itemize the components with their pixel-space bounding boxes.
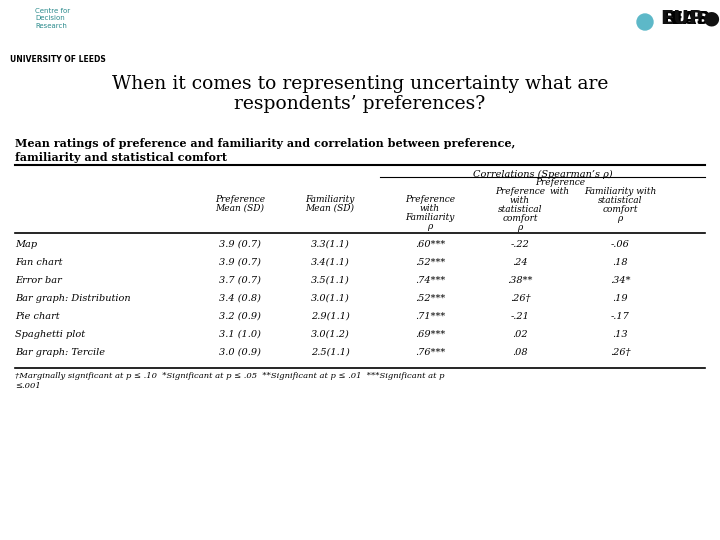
Text: ≤.001: ≤.001 [15, 382, 41, 390]
Text: 3.0 (0.9): 3.0 (0.9) [219, 348, 261, 357]
Text: .24: .24 [512, 258, 528, 267]
Text: Fan chart: Fan chart [15, 258, 63, 267]
Text: 3.1 (1.0): 3.1 (1.0) [219, 330, 261, 339]
Text: Bar graph: Tercile: Bar graph: Tercile [15, 348, 105, 357]
Text: .60***: .60*** [415, 240, 445, 249]
Text: with: with [510, 196, 530, 205]
Text: .13: .13 [612, 330, 628, 339]
Text: with: with [550, 187, 570, 196]
Text: Familiarity with: Familiarity with [584, 187, 656, 196]
Text: .76***: .76*** [415, 348, 445, 357]
Text: Error bar: Error bar [15, 276, 62, 285]
Text: -.21: -.21 [510, 312, 529, 321]
Text: .52***: .52*** [415, 294, 445, 303]
Text: -.22: -.22 [510, 240, 529, 249]
Text: Preference: Preference [215, 195, 265, 204]
Text: EUP●RIAS: EUP●RIAS [660, 8, 720, 27]
Text: Centre for
Decision
Research: Centre for Decision Research [35, 8, 70, 29]
Text: .69***: .69*** [415, 330, 445, 339]
Text: Spaghetti plot: Spaghetti plot [15, 330, 85, 339]
Text: 3.4(1.1): 3.4(1.1) [310, 258, 349, 267]
Text: Familiarity: Familiarity [405, 213, 455, 222]
Text: Bar graph: Distribution: Bar graph: Distribution [15, 294, 130, 303]
Text: .18: .18 [612, 258, 628, 267]
Text: Pie chart: Pie chart [15, 312, 60, 321]
Text: 3.3(1.1): 3.3(1.1) [310, 240, 349, 249]
Text: EUP: EUP [670, 10, 710, 28]
Text: respondents’ preferences?: respondents’ preferences? [235, 95, 485, 113]
Text: 3.0(1.1): 3.0(1.1) [310, 294, 349, 303]
Text: Correlations (Spearman’s ρ): Correlations (Spearman’s ρ) [473, 170, 612, 179]
Text: 3.4 (0.8): 3.4 (0.8) [219, 294, 261, 303]
Text: .74***: .74*** [415, 276, 445, 285]
Text: .02: .02 [512, 330, 528, 339]
Text: -.17: -.17 [611, 312, 629, 321]
Text: .71***: .71*** [415, 312, 445, 321]
Text: 2.9(1.1): 2.9(1.1) [310, 312, 349, 321]
Text: ρ: ρ [518, 223, 523, 232]
Text: Familiarity: Familiarity [305, 195, 355, 204]
Text: .19: .19 [612, 294, 628, 303]
Text: Preference: Preference [495, 187, 545, 196]
Text: Preference: Preference [405, 195, 455, 204]
Text: Preference: Preference [535, 178, 585, 187]
Text: statistical: statistical [498, 205, 542, 214]
Text: 3.7 (0.7): 3.7 (0.7) [219, 276, 261, 285]
Text: Map: Map [15, 240, 37, 249]
Text: RIAS: RIAS [662, 10, 710, 28]
Text: .26†: .26† [510, 294, 530, 303]
Text: .26†: .26† [610, 348, 630, 357]
Text: 2.5(1.1): 2.5(1.1) [310, 348, 349, 357]
Text: ρ: ρ [617, 214, 623, 223]
Text: 3.9 (0.7): 3.9 (0.7) [219, 258, 261, 267]
Text: Mean (SD): Mean (SD) [215, 204, 264, 213]
Text: statistical: statistical [598, 196, 642, 205]
Text: 3.5(1.1): 3.5(1.1) [310, 276, 349, 285]
Text: .52***: .52*** [415, 258, 445, 267]
Text: .34*: .34* [610, 276, 630, 285]
Text: 3.9 (0.7): 3.9 (0.7) [219, 240, 261, 249]
Text: 3.2 (0.9): 3.2 (0.9) [219, 312, 261, 321]
Text: †Marginally significant at p ≤ .10  *Significant at p ≤ .05  **Significant at p : †Marginally significant at p ≤ .10 *Sign… [15, 372, 444, 380]
Text: 3.0(1.2): 3.0(1.2) [310, 330, 349, 339]
Text: Mean ratings of preference and familiarity and correlation between preference,: Mean ratings of preference and familiari… [15, 138, 516, 149]
Text: .08: .08 [512, 348, 528, 357]
Text: O: O [637, 10, 652, 28]
Text: UNIVERSITY OF LEEDS: UNIVERSITY OF LEEDS [10, 55, 106, 64]
Text: comfort: comfort [503, 214, 538, 223]
Text: -.06: -.06 [611, 240, 629, 249]
Text: with: with [420, 204, 440, 213]
Text: comfort: comfort [602, 205, 638, 214]
Text: When it comes to representing uncertainty what are: When it comes to representing uncertaint… [112, 75, 608, 93]
Text: ρ: ρ [428, 222, 433, 231]
Text: familiarity and statistical comfort: familiarity and statistical comfort [15, 152, 227, 163]
Circle shape [637, 14, 653, 30]
Text: Mean (SD): Mean (SD) [305, 204, 354, 213]
Text: .38**: .38** [508, 276, 533, 285]
